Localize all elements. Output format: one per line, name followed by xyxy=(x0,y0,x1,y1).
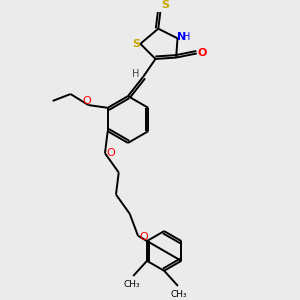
Text: CH₃: CH₃ xyxy=(171,290,188,299)
Text: O: O xyxy=(139,232,148,242)
Text: CH₃: CH₃ xyxy=(124,280,140,289)
Text: H: H xyxy=(184,32,191,42)
Text: N: N xyxy=(177,32,186,42)
Text: S: S xyxy=(161,0,169,10)
Text: O: O xyxy=(198,49,207,58)
Text: S: S xyxy=(132,39,140,49)
Text: O: O xyxy=(83,96,92,106)
Text: H: H xyxy=(132,69,139,79)
Text: O: O xyxy=(106,148,115,158)
